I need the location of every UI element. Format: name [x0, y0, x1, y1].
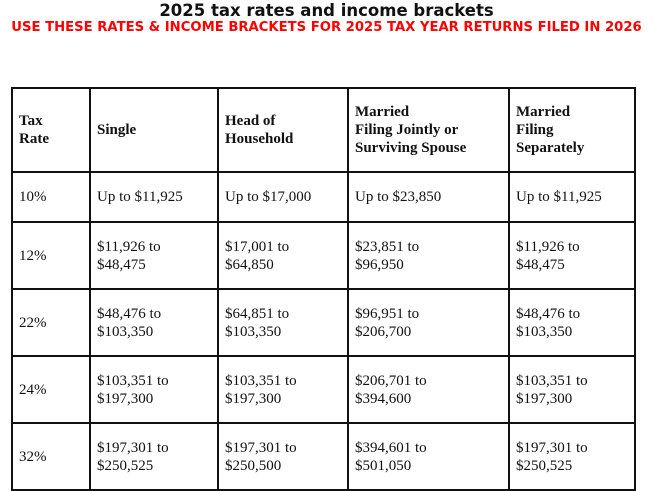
- bracket-to: $394,600: [355, 390, 412, 407]
- bracket-cell: $17,001 to $64,850: [217, 221, 349, 290]
- header-text: Filing Jointly or: [355, 122, 459, 138]
- bracket-to: $64,850: [225, 256, 274, 273]
- bracket-cell: $103,351 to $197,300: [508, 355, 636, 424]
- bracket-cell: $103,351 to $197,300: [217, 355, 349, 424]
- table-row: 12% $11,926 to $48,475 $17,001 to $64,850 …: [11, 221, 636, 290]
- bracket-cell: Up to $11,925: [508, 171, 636, 223]
- bracket-cell: $11,926 to $48,475: [89, 221, 219, 290]
- bracket-cell: Up to $23,850: [347, 171, 510, 223]
- bracket-to: $48,475: [97, 256, 146, 273]
- bracket-to: $197,300: [97, 390, 154, 407]
- bracket-from: $11,926 to: [516, 238, 580, 255]
- bracket-cell: $23,851 to $96,950: [347, 221, 510, 290]
- bracket-from: $48,476 to: [97, 305, 162, 322]
- bracket-cell: $206,701 to $394,600: [347, 355, 510, 424]
- bracket-from: $103,351 to: [97, 372, 169, 389]
- header-text: Rate: [19, 131, 49, 147]
- bracket-cell: Up to $11,925: [89, 171, 219, 223]
- bracket-from: $23,851 to: [355, 238, 420, 255]
- bracket-from: $197,301 to: [97, 439, 169, 456]
- bracket-to: $103,350: [516, 323, 573, 340]
- header-text: Married: [355, 104, 410, 120]
- header-text: Tax: [19, 113, 43, 129]
- bracket-to: $103,350: [97, 323, 154, 340]
- bracket-cell: Up to $17,000: [217, 171, 349, 223]
- bracket-from: $197,301 to: [225, 439, 297, 456]
- header-text: Single: [97, 122, 137, 138]
- bracket-cell: $197,301 to $250,525: [89, 422, 219, 491]
- column-header-married-filing-separately: Married Filing Separately: [508, 87, 636, 173]
- header-text: Filing: [516, 122, 554, 138]
- bracket-cell: $103,351 to $197,300: [89, 355, 219, 424]
- bracket-to: $103,350: [225, 323, 282, 340]
- bracket-from: $103,351 to: [516, 372, 588, 389]
- tax-rate-cell: 12%: [11, 221, 91, 290]
- bracket-from: $17,001 to: [225, 238, 290, 255]
- bracket-from: $48,476 to: [516, 305, 581, 322]
- header-text: Surviving Spouse: [355, 140, 467, 156]
- tax-rate-cell: 10%: [11, 171, 91, 223]
- tax-rate-cell: 24%: [11, 355, 91, 424]
- bracket-to: $197,300: [225, 390, 282, 407]
- bracket-cell: $197,301 to $250,500: [217, 422, 349, 491]
- header-text: Married: [516, 104, 571, 120]
- bracket-cell: $48,476 to $103,350: [89, 288, 219, 357]
- bracket-to: $206,700: [355, 323, 412, 340]
- page-subtitle-notice: USE THESE RATES & INCOME BRACKETS FOR 20…: [11, 20, 642, 35]
- header-text: Separately: [516, 140, 585, 156]
- table-row: 22% $48,476 to $103,350 $64,851 to $103,35…: [11, 288, 636, 357]
- table-row: 10% Up to $11,925 Up to $17,000 Up to $2…: [11, 171, 636, 223]
- column-header-tax-rate: Tax Rate: [11, 87, 91, 173]
- bracket-to: $48,475: [516, 256, 565, 273]
- tax-brackets-table: Tax Rate Single Head of Household Married F…: [11, 87, 636, 491]
- bracket-cell: $96,951 to $206,700: [347, 288, 510, 357]
- bracket-from: $103,351 to: [225, 372, 297, 389]
- bracket-to: $96,950: [355, 256, 404, 273]
- bracket-cell: $48,476 to $103,350: [508, 288, 636, 357]
- page-title: 2025 tax rates and income brackets: [159, 1, 494, 20]
- bracket-cell: $394,601 to $501,050: [347, 422, 510, 491]
- column-header-head-of-household: Head of Household: [217, 87, 349, 173]
- bracket-from: $64,851 to: [225, 305, 290, 322]
- bracket-cell: $197,301 to $250,525: [508, 422, 636, 491]
- bracket-from: $197,301 to: [516, 439, 588, 456]
- tax-rate-cell: 32%: [11, 422, 91, 491]
- bracket-from: $394,601 to: [355, 439, 427, 456]
- bracket-from: $96,951 to: [355, 305, 420, 322]
- bracket-from: $11,926 to: [97, 238, 161, 255]
- column-header-married-filing-jointly: Married Filing Jointly or Surviving Spouse: [347, 87, 510, 173]
- table-header-row: Tax Rate Single Head of Household Married F…: [11, 87, 636, 173]
- bracket-to: $197,300: [516, 390, 573, 407]
- table-row: 32% $197,301 to $250,525 $197,301 to $250,…: [11, 422, 636, 491]
- bracket-from: $206,701 to: [355, 372, 427, 389]
- column-header-single: Single: [89, 87, 219, 173]
- bracket-cell: $64,851 to $103,350: [217, 288, 349, 357]
- header-text: Household: [225, 131, 294, 147]
- table-row: 24% $103,351 to $197,300 $103,351 to $197,…: [11, 355, 636, 424]
- bracket-cell: $11,926 to $48,475: [508, 221, 636, 290]
- tax-rate-cell: 22%: [11, 288, 91, 357]
- header-text: Head of: [225, 113, 276, 129]
